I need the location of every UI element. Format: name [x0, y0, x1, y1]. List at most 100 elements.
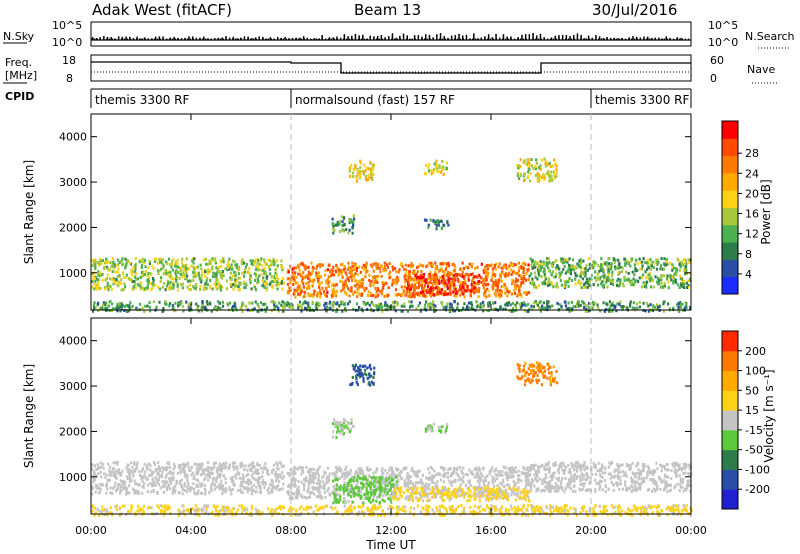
velocity-cell [232, 482, 235, 486]
power-cell [282, 281, 285, 285]
power-cell [516, 294, 519, 298]
power-cell [104, 278, 107, 282]
power-cell [507, 273, 510, 277]
power-cell [243, 261, 246, 265]
velocity-cell [180, 483, 183, 487]
velocity-cell [456, 473, 459, 477]
power-cell [563, 264, 566, 268]
power-cell [474, 266, 477, 270]
power-cell [510, 292, 513, 296]
power-cell [651, 309, 655, 313]
velocity-cell [432, 475, 435, 479]
velocity-cell [186, 490, 189, 494]
power-cell [176, 284, 179, 288]
velocity-cell [215, 485, 218, 489]
power-cell [516, 284, 519, 288]
power-cell [391, 283, 394, 287]
velocity-cell [155, 477, 158, 481]
power-cell [333, 228, 336, 232]
velocity-cell [141, 485, 144, 489]
power-cell [432, 292, 435, 296]
power-cell [354, 164, 357, 167]
power-cell [104, 261, 107, 265]
velocity-cell [286, 490, 289, 494]
nsky-bar [450, 35, 453, 40]
power-cell [594, 270, 597, 274]
power-cell [491, 271, 494, 275]
power-cell [182, 271, 185, 275]
velocity-cell [511, 466, 514, 469]
velocity-cell [263, 480, 266, 484]
power-cell [537, 268, 540, 272]
velocity-cell [246, 478, 249, 482]
nsky-trace [91, 33, 691, 41]
power-cell [654, 305, 657, 309]
nsky-bar [584, 38, 586, 40]
velocity-cell [133, 461, 136, 465]
power-cell [606, 285, 609, 289]
power-cell [665, 258, 668, 262]
nsky-bar [92, 37, 94, 40]
power-cell [544, 306, 547, 310]
power-cell [436, 219, 439, 222]
power-cell [583, 286, 586, 290]
velocity-cell [306, 490, 309, 494]
velocity-cell [522, 466, 525, 469]
power-cell [179, 303, 182, 306]
nsky-bar [140, 38, 142, 40]
velocity-cell [354, 472, 357, 476]
power-cell [561, 257, 564, 261]
velocity-cell [263, 465, 266, 469]
power-cell [262, 276, 265, 280]
power-cell [575, 266, 578, 270]
velocity-cell [204, 492, 207, 496]
power-cell [275, 275, 278, 279]
velocity-cell [197, 489, 200, 493]
power-cell [91, 258, 94, 262]
power-cell [238, 276, 242, 280]
velocity-cell [311, 491, 314, 494]
velocity-cell [343, 497, 346, 500]
velocity-cell [126, 468, 129, 472]
velocity-cell [125, 466, 128, 470]
velocity-cell [251, 474, 254, 477]
power-cell [157, 285, 160, 289]
power-cell [393, 267, 397, 270]
power-cell [324, 279, 328, 283]
velocity-cell [163, 480, 166, 484]
power-cell [110, 288, 113, 292]
velocity-cell [91, 467, 94, 471]
velocity-cell [147, 483, 150, 487]
velocity-cell [180, 485, 183, 489]
power-cell [411, 264, 415, 268]
power-cell [377, 303, 380, 306]
velocity-cell [482, 479, 485, 483]
power-cell [667, 286, 670, 290]
power-cell [595, 279, 598, 283]
power-cell [348, 289, 351, 293]
power-cell [687, 258, 690, 262]
power-cell [396, 277, 400, 281]
velocity-cell [272, 468, 275, 472]
velocity-cell [318, 482, 321, 486]
power-cell [296, 285, 299, 289]
power-cell [111, 307, 115, 311]
power-cell [256, 265, 259, 269]
velocity-cell [500, 473, 503, 477]
power-cell [504, 274, 507, 278]
velocity-cell [206, 468, 209, 472]
power-cell [446, 270, 449, 274]
velocity-cell [480, 472, 483, 476]
nsky-bar [524, 34, 527, 40]
power-cell [383, 264, 387, 268]
velocity-cell [409, 481, 412, 485]
power-cell [338, 222, 341, 226]
power-cell [435, 277, 438, 281]
power-ytick-label: 2000 [59, 221, 87, 234]
velocity-cell [118, 468, 121, 472]
power-cell [466, 306, 469, 309]
velocity-cell [385, 488, 389, 492]
power-cell [232, 287, 235, 291]
velocity-cell [433, 495, 436, 499]
velocity-cell [219, 473, 222, 476]
